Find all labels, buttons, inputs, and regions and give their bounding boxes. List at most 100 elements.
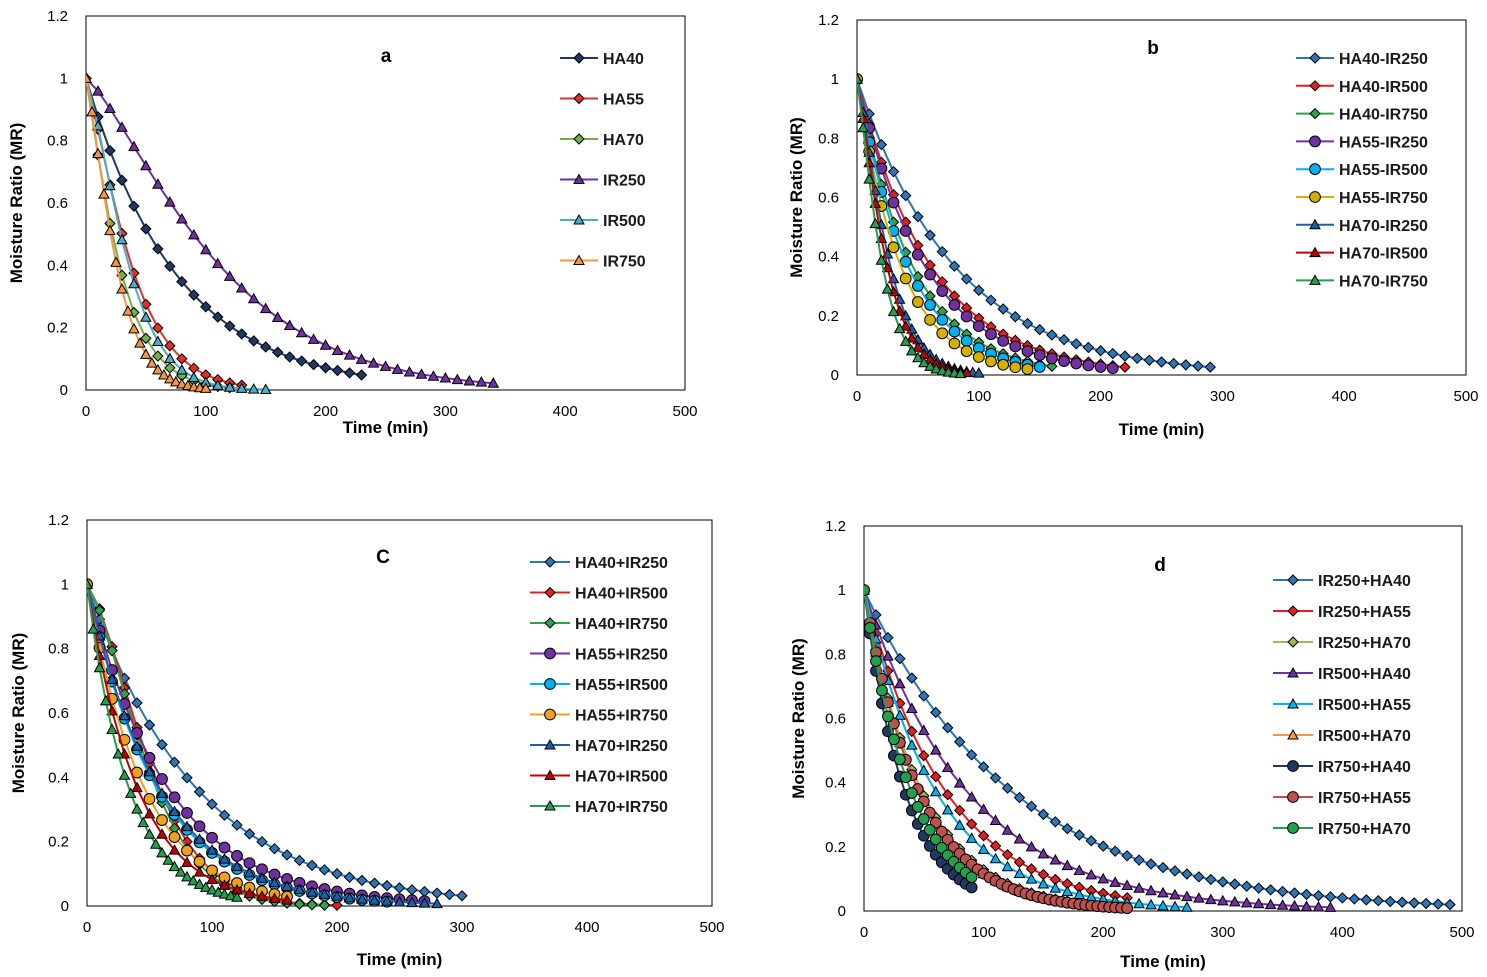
data-point [912, 351, 924, 363]
legend-marker [1309, 274, 1321, 285]
data-point [965, 881, 978, 894]
data-point [188, 289, 200, 301]
data-point [1025, 873, 1038, 884]
series-HA70+IR750 [87, 578, 243, 902]
legend-label: HA70+IR750 [575, 799, 668, 816]
data-point [924, 313, 936, 326]
data-point [1228, 895, 1241, 907]
data-point [168, 805, 181, 817]
data-point [193, 786, 206, 798]
legend-item: IR250+HA55 [1273, 604, 1411, 621]
data-point [1070, 357, 1083, 370]
data-point [152, 178, 164, 189]
legend-item: HA55+IR750 [530, 708, 668, 725]
data-point [900, 189, 912, 202]
legend-marker [544, 769, 556, 780]
panel-title: C [376, 547, 390, 568]
data-point [431, 897, 443, 909]
data-point [140, 332, 152, 345]
data-point [268, 892, 281, 903]
data-point [1444, 898, 1456, 911]
legend-marker [544, 586, 556, 599]
data-point [948, 260, 961, 272]
data-point [193, 866, 206, 877]
y-tick-label: 1 [831, 71, 839, 88]
data-point [864, 621, 876, 634]
y-tick-label: 0.4 [818, 249, 839, 266]
legend-label: HA70-IR750 [1339, 273, 1428, 290]
data-point [223, 381, 236, 392]
data-point [259, 302, 272, 314]
legend-label: HA40+IR250 [575, 555, 668, 572]
legend-label: HA40+IR750 [575, 616, 668, 633]
data-point [948, 325, 961, 338]
series-line [864, 589, 1187, 909]
legend-label: IR750+HA70 [1318, 821, 1411, 838]
legend-label: HA55 [603, 92, 644, 109]
data-point [164, 196, 176, 207]
data-point [1145, 898, 1157, 910]
data-point [86, 72, 92, 83]
legend-label: IR500 [603, 213, 646, 230]
legend-label: HA55+IR250 [575, 647, 668, 664]
data-point [164, 340, 176, 352]
data-point [1001, 848, 1014, 861]
data-point [912, 296, 924, 308]
data-point [899, 255, 912, 268]
data-point [953, 804, 966, 817]
data-point [206, 883, 218, 895]
y-tick-label: 0 [60, 382, 68, 399]
data-point [924, 299, 936, 311]
legend-label: HA55-IR500 [1339, 162, 1428, 179]
data-point [131, 803, 143, 814]
data-point [1336, 892, 1349, 904]
data-point [174, 866, 187, 877]
data-point [1169, 900, 1181, 912]
data-point [164, 372, 176, 384]
data-point [143, 751, 156, 764]
data-point [418, 897, 431, 908]
data-point [181, 807, 193, 819]
data-point [882, 631, 894, 644]
x-tick-label: 300 [433, 403, 458, 420]
data-point [168, 860, 181, 872]
data-point [218, 888, 231, 899]
data-point [118, 769, 131, 780]
data-point [1049, 854, 1062, 865]
data-point [367, 357, 380, 368]
legend-label: HA40-IR500 [1339, 79, 1428, 96]
data-point [143, 793, 156, 805]
data-point [106, 723, 118, 734]
legend-label: HA40-IR250 [1339, 51, 1428, 68]
data-point [997, 358, 1010, 371]
data-point [1252, 882, 1265, 894]
y-tick-label: 0.8 [47, 133, 68, 150]
data-point [193, 820, 206, 833]
data-point [857, 121, 869, 133]
data-point [894, 652, 906, 665]
data-point [110, 256, 122, 267]
series-line [857, 79, 1040, 368]
data-point [924, 268, 936, 281]
data-point [271, 311, 284, 322]
x-axis-label: Time (min) [1120, 952, 1206, 971]
data-point [1133, 882, 1145, 893]
data-point [888, 733, 900, 746]
data-point [894, 677, 906, 689]
x-tick-label: 200 [1091, 924, 1116, 941]
series-IR750 [86, 72, 212, 393]
data-point [1094, 361, 1107, 373]
data-point [343, 871, 356, 883]
data-point [206, 844, 218, 855]
data-point [1045, 352, 1058, 365]
data-point [870, 655, 882, 668]
series-IR750+HA55 [864, 584, 1134, 915]
data-point [977, 830, 990, 842]
data-point [869, 217, 882, 229]
data-point [256, 890, 268, 901]
data-point [905, 787, 918, 799]
data-point [247, 383, 260, 394]
data-point [211, 379, 224, 390]
data-point [1085, 835, 1097, 847]
y-tick-label: 0.2 [48, 834, 69, 851]
